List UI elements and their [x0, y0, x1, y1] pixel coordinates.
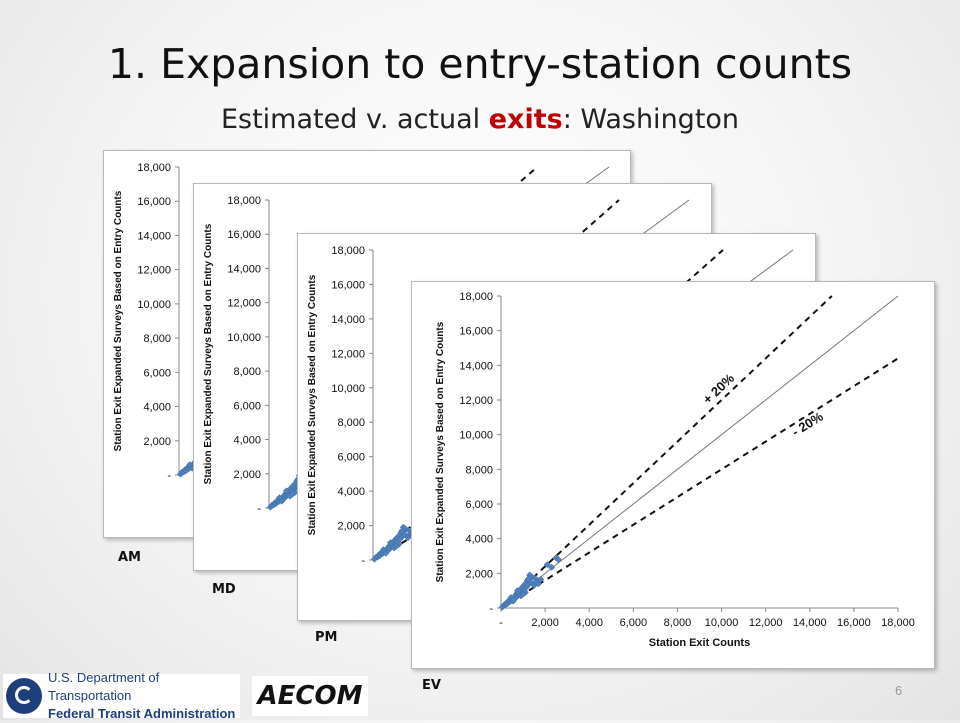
y-tick-label: 2,000: [337, 521, 365, 533]
data-point: [386, 539, 395, 547]
y-tick-label: 6,000: [233, 400, 261, 412]
x-tick-label: 18,000: [881, 617, 915, 629]
y-tick-label: 10,000: [227, 332, 261, 344]
data-point: [554, 555, 562, 564]
page-number: 6: [895, 683, 903, 698]
y-tick-label: 8,000: [465, 464, 493, 476]
slide-subtitle: Estimated v. actual exits: Washington: [0, 104, 960, 135]
y-tick-label: 14,000: [459, 360, 493, 372]
y-tick-label: 4,000: [143, 402, 171, 414]
x-tick-label: 16,000: [837, 617, 871, 629]
y-tick-label: 18,000: [331, 245, 365, 257]
y-tick-label: 4,000: [337, 486, 365, 498]
data-point: [548, 563, 556, 571]
dot-fta-logo: U.S. Department of Transportation Federa…: [3, 670, 240, 721]
y-tick-label: 6,000: [337, 452, 365, 464]
y-tick-label: 10,000: [137, 299, 171, 311]
y-tick-label: 4,000: [465, 534, 493, 546]
y-tick-label: 12,000: [137, 265, 171, 277]
data-point: [519, 590, 527, 598]
aecom-logo: AECOM: [252, 676, 368, 716]
data-point: [525, 574, 533, 583]
y-axis-title: Station Exit Expanded Surveys Based on E…: [113, 190, 124, 451]
x-tick-label: 4,000: [575, 617, 603, 629]
data-point: [398, 527, 406, 535]
x-tick-label: 14,000: [793, 617, 827, 629]
y-tick-label: 10,000: [331, 383, 365, 395]
y-tick-label: 14,000: [137, 230, 171, 242]
x-tick-label: 12,000: [749, 617, 783, 629]
y-tick-label: 12,000: [331, 348, 365, 360]
y-tick-label: 18,000: [459, 291, 493, 303]
y-tick-label: 4,000: [233, 435, 261, 447]
y-tick-label: 14,000: [331, 314, 365, 326]
data-point: [392, 542, 400, 550]
identity-line: [500, 295, 899, 609]
dot-seal-icon: [6, 678, 42, 714]
y-tick-label: 12,000: [227, 298, 261, 310]
dot-logo-text: U.S. Department of Transportation Federa…: [48, 669, 240, 723]
y-tick-label: -: [167, 470, 171, 482]
x-tick-label: 10,000: [705, 617, 739, 629]
slide-title: 1. Expansion to entry-station counts: [107, 40, 853, 88]
y-tick-label: -: [361, 555, 365, 567]
y-axis-title: Station Exit Expanded Surveys Based on E…: [435, 321, 446, 582]
band-line: [500, 295, 833, 609]
chart-panel-ev: [411, 281, 935, 669]
y-tick-label: 14,000: [227, 263, 261, 275]
data-point: [509, 597, 517, 605]
x-tick-label: 6,000: [620, 617, 648, 629]
panel-label-am: AM: [118, 550, 141, 565]
y-tick-label: 16,000: [137, 196, 171, 208]
y-tick-label: 8,000: [143, 333, 171, 345]
y-tick-label: 10,000: [459, 430, 493, 442]
y-tick-label: 16,000: [331, 279, 365, 291]
y-tick-label: 16,000: [459, 326, 493, 338]
y-tick-label: 8,000: [337, 417, 365, 429]
y-axis-title: Station Exit Expanded Surveys Based on E…: [307, 274, 318, 535]
y-tick-label: 6,000: [143, 367, 171, 379]
dot-logo-line1: U.S. Department of Transportation: [48, 670, 160, 703]
y-tick-label: 2,000: [233, 469, 261, 481]
data-point: [278, 497, 286, 505]
y-tick-label: 2,000: [143, 436, 171, 448]
subtitle-prefix: Estimated v. actual: [220, 104, 489, 135]
y-tick-label: 2,000: [465, 568, 493, 580]
subtitle-suffix: : Washington: [562, 104, 740, 135]
panel-label-pm: PM: [315, 630, 338, 645]
y-tick-label: 8,000: [233, 366, 261, 378]
y-tick-label: 6,000: [465, 499, 493, 511]
x-tick-label: 8,000: [664, 617, 692, 629]
x-tick-label: 2,000: [531, 617, 559, 629]
subtitle-highlight: exits: [488, 104, 563, 135]
y-tick-label: 16,000: [227, 229, 261, 241]
x-axis-title: Station Exit Counts: [649, 637, 750, 649]
panel-label-ev: EV: [422, 678, 441, 693]
data-point: [537, 575, 545, 583]
y-tick-label: 12,000: [459, 395, 493, 407]
band-line: [500, 357, 899, 609]
data-point: [513, 587, 522, 595]
dot-logo-line2: Federal Transit Administration: [48, 706, 236, 721]
y-tick-label: 18,000: [227, 195, 261, 207]
y-tick-label: -: [257, 503, 261, 515]
x-tick-label: -: [499, 617, 503, 629]
y-tick-label: -: [489, 603, 493, 615]
data-point: [288, 490, 296, 498]
panel-label-md: MD: [212, 582, 236, 597]
y-tick-label: 18,000: [137, 162, 171, 174]
y-axis-title: Station Exit Expanded Surveys Based on E…: [203, 223, 214, 484]
data-point: [382, 549, 390, 557]
data-point: [282, 487, 291, 495]
band-label: - 20%: [789, 408, 826, 439]
data-point: [543, 561, 551, 569]
